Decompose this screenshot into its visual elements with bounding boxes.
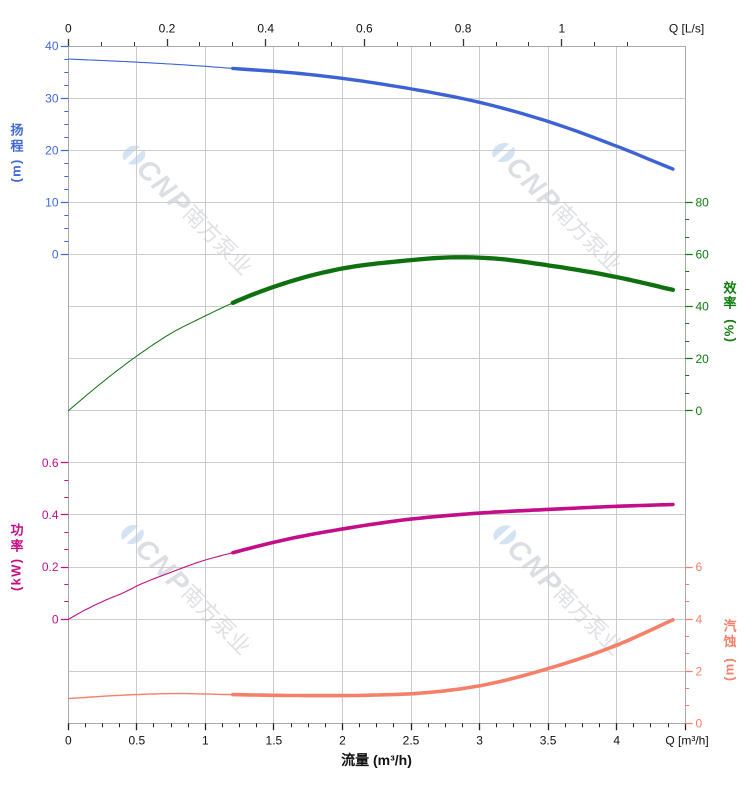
svg-text:3: 3 (476, 734, 483, 748)
svg-text:4: 4 (696, 612, 703, 626)
svg-text:20: 20 (696, 352, 710, 366)
svg-text:扬: 扬 (10, 123, 23, 138)
svg-text:0: 0 (65, 734, 72, 748)
svg-text:率: 率 (723, 296, 736, 311)
svg-text:0.4: 0.4 (257, 22, 274, 36)
svg-text:3.5: 3.5 (540, 734, 557, 748)
svg-text:6: 6 (696, 560, 703, 574)
svg-text:10: 10 (45, 196, 59, 210)
svg-text:0.2: 0.2 (42, 560, 59, 574)
svg-text:1: 1 (558, 22, 565, 36)
svg-text:80: 80 (696, 196, 710, 210)
svg-text:效: 效 (723, 281, 737, 296)
svg-text:(kW): (kW) (8, 558, 23, 591)
svg-text:0: 0 (52, 612, 59, 626)
svg-text:功: 功 (10, 523, 23, 538)
svg-text:60: 60 (696, 248, 710, 262)
svg-text:0: 0 (696, 717, 703, 731)
svg-text:2: 2 (696, 664, 703, 678)
svg-text:程: 程 (10, 139, 23, 154)
svg-text:2: 2 (339, 734, 346, 748)
svg-text:0.6: 0.6 (42, 456, 59, 470)
svg-text:0.6: 0.6 (356, 22, 373, 36)
svg-text:0.5: 0.5 (128, 734, 145, 748)
svg-text:流量 (m³/h): 流量 (m³/h) (341, 752, 412, 768)
svg-text:0.2: 0.2 (159, 22, 176, 36)
svg-text:1.5: 1.5 (266, 734, 283, 748)
svg-text:(%): (%) (721, 318, 736, 342)
svg-text:20: 20 (45, 143, 59, 157)
svg-text:4: 4 (613, 734, 620, 748)
svg-text:0: 0 (696, 404, 703, 418)
svg-text:蚀: 蚀 (722, 634, 736, 649)
svg-text:1: 1 (202, 734, 209, 748)
svg-text:汽: 汽 (723, 619, 736, 634)
svg-text:0: 0 (52, 248, 59, 262)
svg-text:率: 率 (10, 538, 23, 553)
svg-text:Q [m³/h]: Q [m³/h] (665, 734, 708, 748)
svg-text:0: 0 (65, 22, 72, 36)
svg-text:0.4: 0.4 (42, 508, 59, 522)
svg-text:Q [L/s]: Q [L/s] (669, 22, 704, 36)
svg-text:(m): (m) (721, 657, 736, 681)
svg-text:40: 40 (45, 39, 59, 53)
svg-text:2.5: 2.5 (403, 734, 420, 748)
svg-text:0.8: 0.8 (455, 22, 472, 36)
svg-text:30: 30 (45, 91, 59, 105)
svg-text:40: 40 (696, 300, 710, 314)
svg-text:(m): (m) (8, 158, 23, 182)
